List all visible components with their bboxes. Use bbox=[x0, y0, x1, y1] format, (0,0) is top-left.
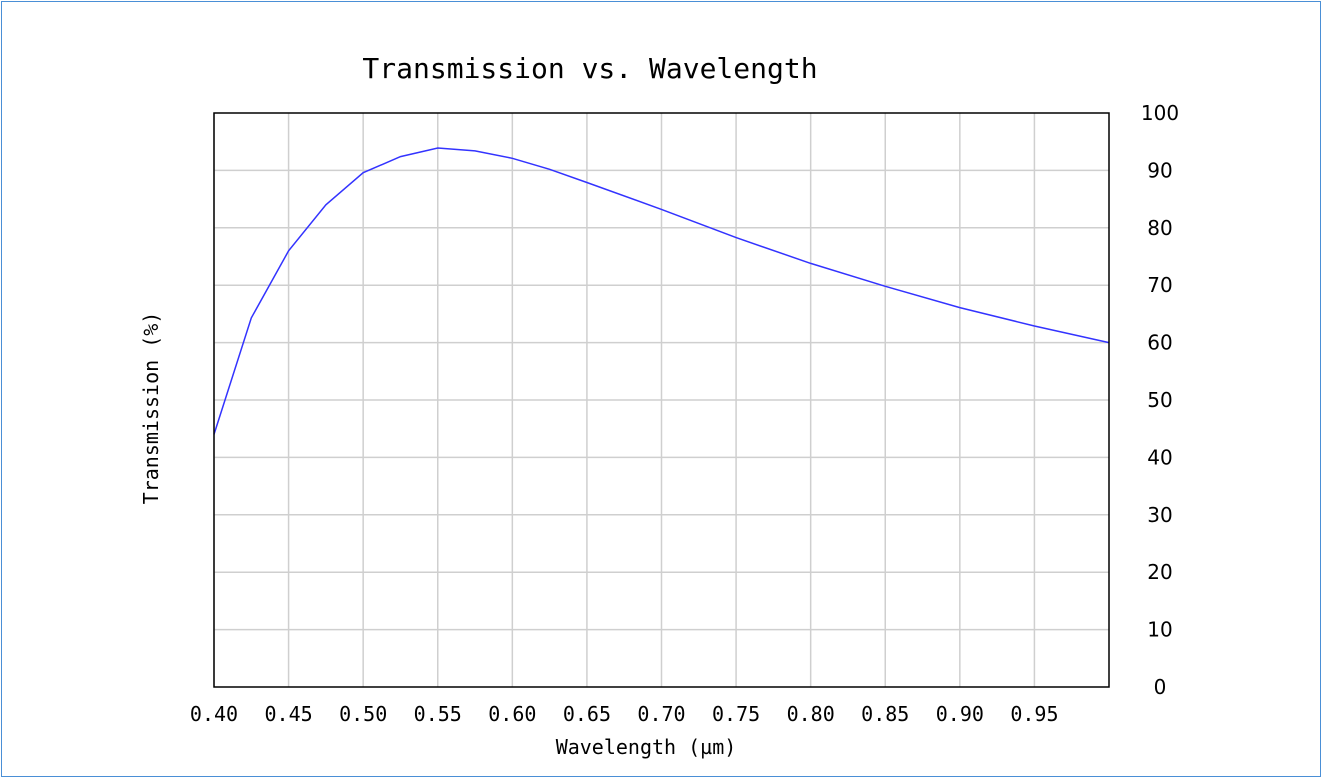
x-tick-label: 0.80 bbox=[787, 702, 835, 726]
y-tick-label: 100 bbox=[1141, 101, 1179, 125]
x-tick-label: 0.65 bbox=[563, 702, 611, 726]
x-tick-label: 0.75 bbox=[712, 702, 760, 726]
y-tick-label: 20 bbox=[1147, 560, 1172, 584]
x-tick-label: 0.70 bbox=[637, 702, 685, 726]
x-tick-label: 0.40 bbox=[190, 702, 238, 726]
x-tick-label: 0.85 bbox=[861, 702, 909, 726]
y-tick-label: 80 bbox=[1147, 216, 1172, 240]
x-tick-label: 0.45 bbox=[264, 702, 312, 726]
y-tick-label: 0 bbox=[1154, 675, 1167, 699]
y-tick-label: 40 bbox=[1147, 445, 1172, 469]
data-series bbox=[213, 147, 1110, 435]
x-tick-label: 0.50 bbox=[339, 702, 387, 726]
y-axis-label: Transmission (%) bbox=[139, 312, 163, 505]
x-tick-labels: 0.40 0.45 0.50 0.55 0.60 0.65 0.70 0.75 0.80 0.85… bbox=[190, 702, 1059, 726]
plot-area-border bbox=[213, 112, 1110, 688]
x-tick-label: 0.90 bbox=[936, 702, 984, 726]
y-tick-label: 10 bbox=[1147, 618, 1172, 642]
y-tick-label: 70 bbox=[1147, 273, 1172, 297]
y-tick-label: 90 bbox=[1147, 158, 1172, 182]
y-tick-label: 30 bbox=[1147, 503, 1172, 527]
y-tick-label: 50 bbox=[1147, 388, 1172, 412]
x-tick-label: 0.95 bbox=[1010, 702, 1058, 726]
y-tick-labels: 0 10 20 30 40 50 60 70 80 90 100 bbox=[1141, 101, 1179, 699]
transmission-line bbox=[213, 147, 1110, 435]
x-axis-label: Wavelength (µm) bbox=[556, 735, 737, 759]
x-tick-label: 0.55 bbox=[414, 702, 462, 726]
y-tick-label: 60 bbox=[1147, 331, 1172, 355]
chart-title: Transmission vs. Wavelength bbox=[362, 52, 817, 85]
grid-lines bbox=[213, 113, 1109, 687]
x-tick-label: 0.60 bbox=[488, 702, 536, 726]
